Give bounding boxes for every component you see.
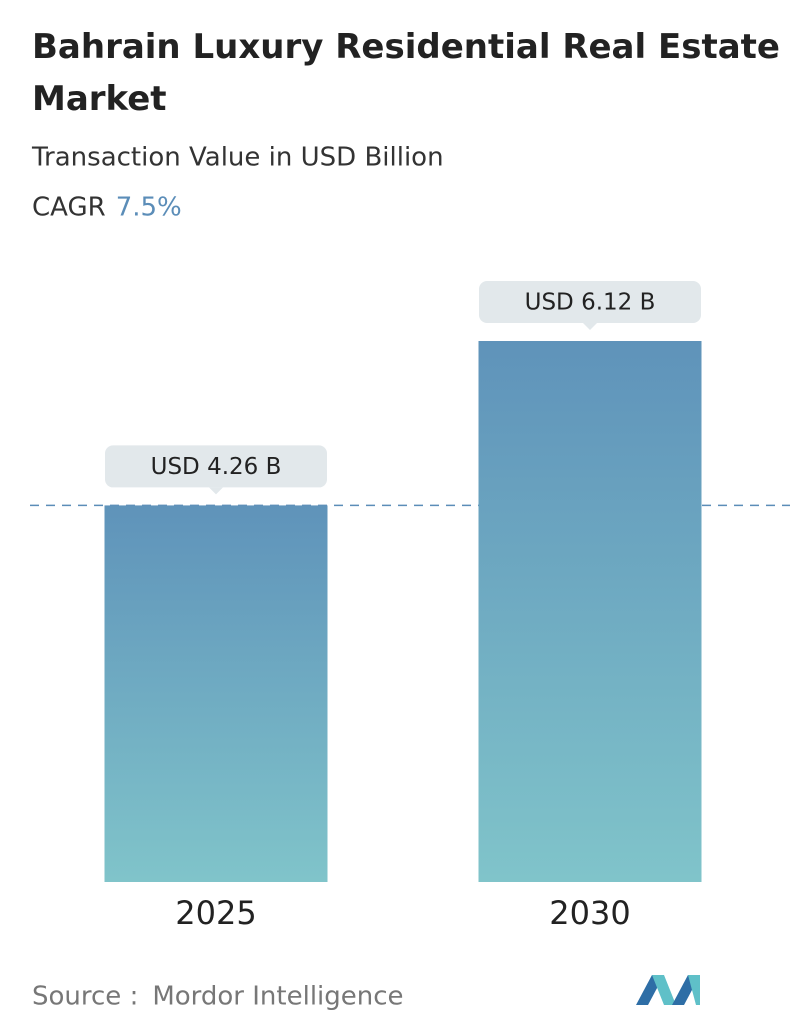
subtitle: Transaction Value in USD Billion: [31, 143, 444, 173]
logo: [636, 975, 700, 1005]
value-label: USD 4.26 B: [151, 454, 282, 480]
x-tick-label: 2030: [549, 894, 630, 932]
value-label-pointer: [209, 487, 223, 495]
value-label-pointer: [583, 323, 597, 330]
bar: [478, 341, 702, 882]
value-label-box: [105, 445, 327, 488]
value-label: USD 6.12 B: [525, 290, 656, 316]
source-label: Source :: [32, 982, 138, 1012]
cagr-value: 7.5%: [116, 193, 182, 223]
value-label-box: [479, 281, 701, 323]
x-tick-label: 2025: [175, 894, 256, 932]
chart-title: Bahrain Luxury Residential Real Estate Ma…: [32, 27, 780, 119]
bar: [104, 505, 328, 882]
source: Mordor Intelligence: [152, 982, 403, 1012]
cagr-label: CAGR: [32, 193, 106, 223]
